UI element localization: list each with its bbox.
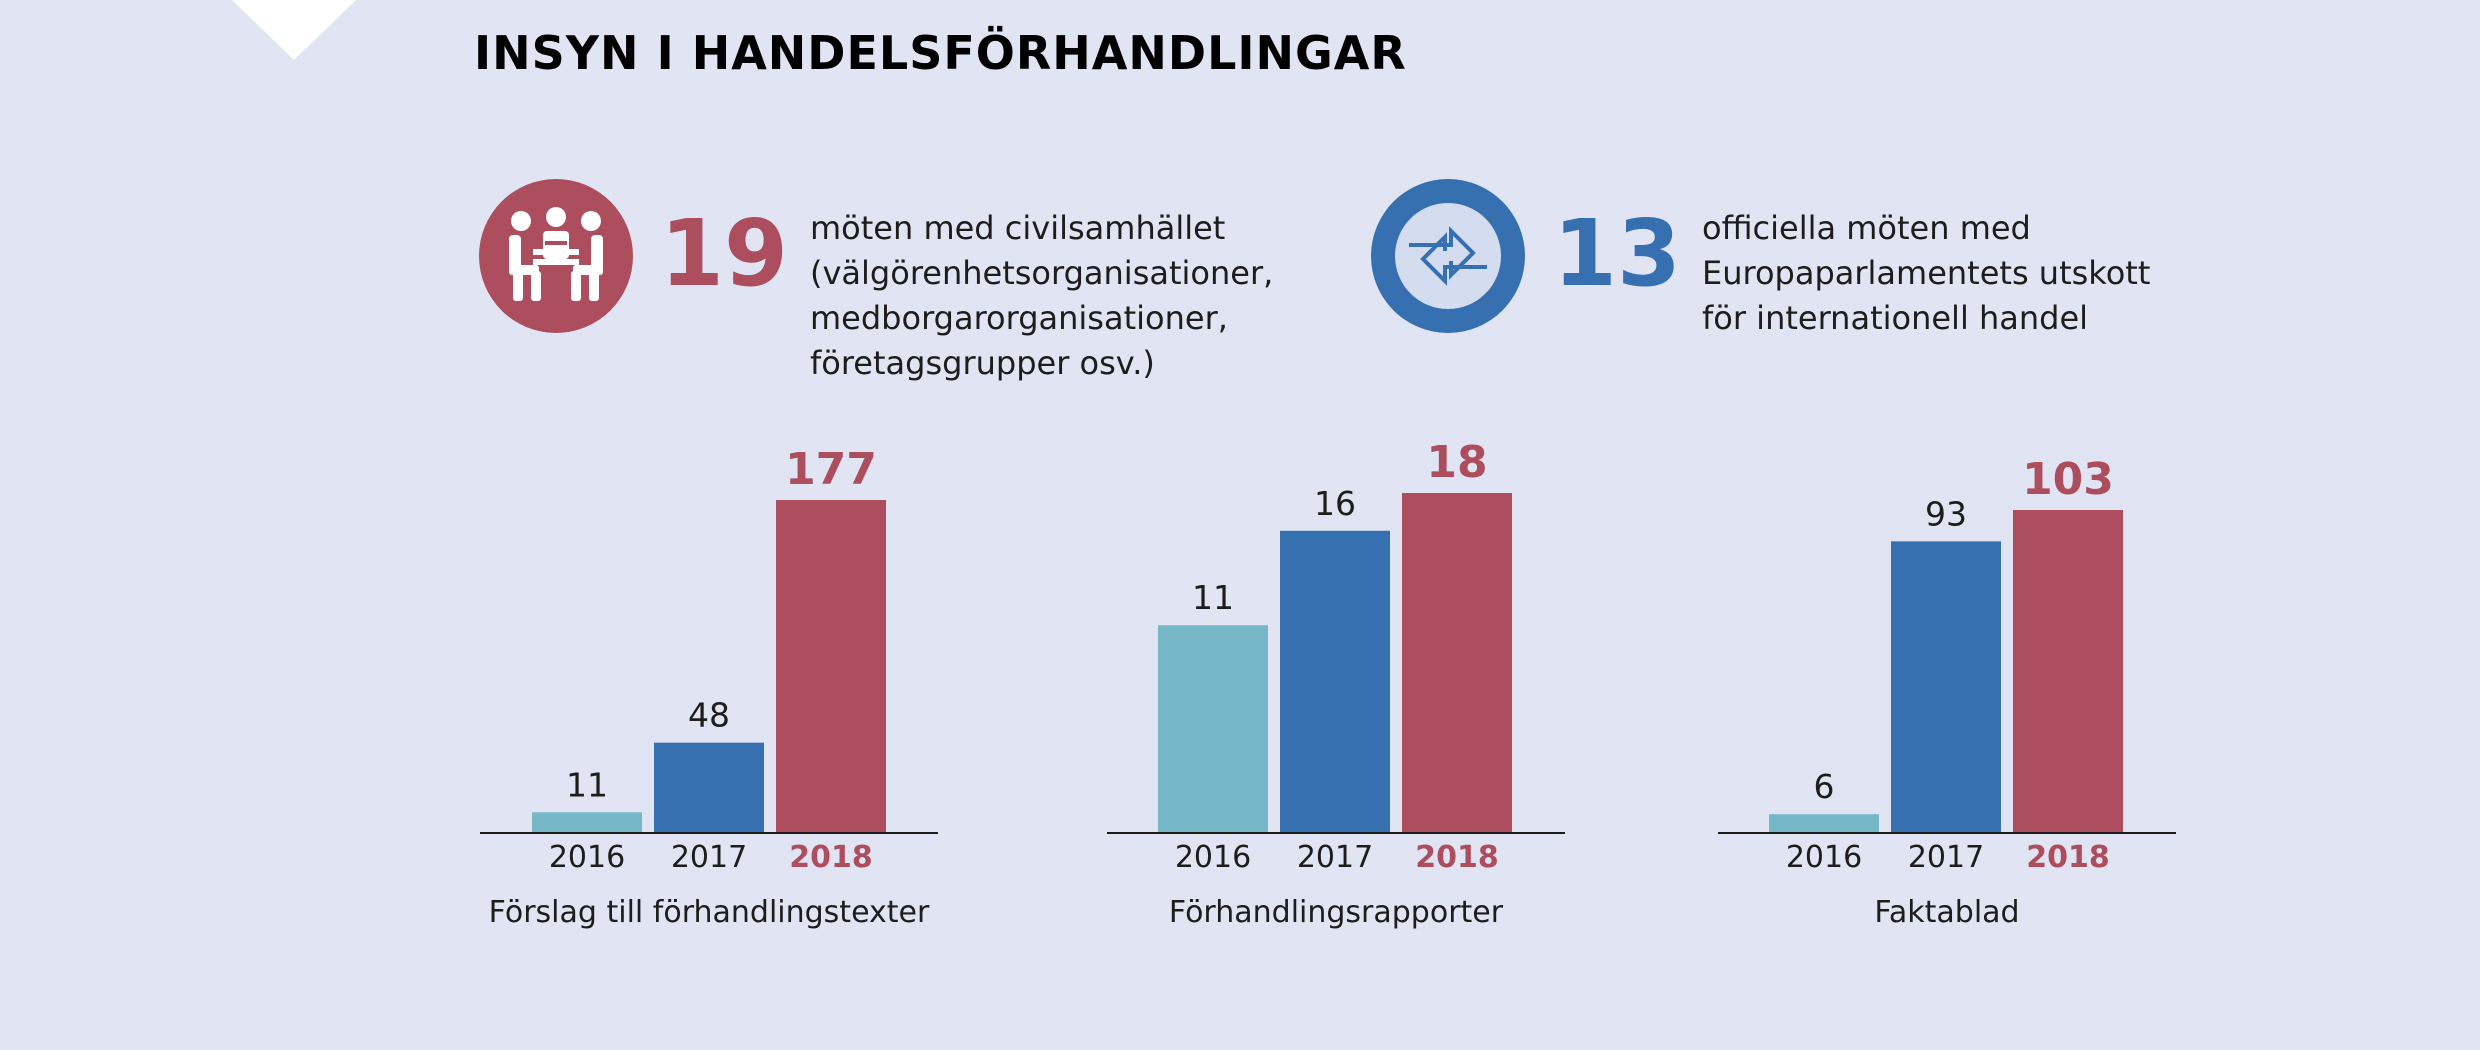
bar-2016 (1158, 625, 1268, 833)
data-label-2018: 103 (2022, 454, 2114, 505)
x-tick-label-2016: 2016 (1175, 840, 1251, 875)
x-tick-label-2018: 2018 (789, 840, 873, 875)
corner-notch (232, 0, 356, 60)
chart-panel-1: 11 2016 48 2017 177 2018 Förslag till förhandl… (480, 444, 938, 930)
data-label-2018: 177 (785, 444, 877, 495)
bar-2017 (1280, 530, 1390, 833)
bar-2018 (1402, 493, 1512, 833)
data-label-2016: 11 (566, 765, 608, 804)
data-label-2016: 11 (1192, 578, 1234, 617)
page-title: INSYN I HANDELSFÖRHANDLINGAR (474, 26, 1407, 80)
stat-number-civil-society: 19 (660, 200, 789, 307)
x-tick-label-2016: 2016 (1786, 840, 1862, 875)
x-tick-label-2016: 2016 (549, 840, 625, 875)
data-label-2017: 16 (1314, 484, 1356, 523)
x-tick-label-2018: 2018 (2026, 840, 2110, 875)
exchange-arrows-icon (1371, 179, 1525, 333)
data-label-2018: 18 (1426, 437, 1487, 488)
stat-number-parliament: 13 (1553, 200, 1682, 307)
chart-title: Förslag till förhandlingstexter (489, 895, 930, 930)
data-label-2016: 6 (1814, 767, 1835, 806)
bar-2018 (776, 500, 886, 833)
bar-2016 (532, 812, 642, 833)
chart-title: Förhandlingsrapporter (1169, 895, 1504, 930)
data-label-2017: 48 (688, 696, 730, 735)
stat-description-parliament: officiella möten med Europaparlamentets … (1702, 209, 2151, 337)
chart-title: Faktablad (1874, 895, 2019, 930)
chart-panel-2: 11 2016 16 2017 18 2018 Förhandlingsrapporter (1107, 437, 1565, 930)
x-tick-label-2018: 2018 (1415, 840, 1499, 875)
bar-2017 (654, 742, 764, 833)
x-tick-label-2017: 2017 (1908, 840, 1984, 875)
bar-2017 (1891, 541, 2001, 833)
meeting-people-icon (479, 179, 633, 333)
bar-2018 (2013, 510, 2123, 833)
x-tick-label-2017: 2017 (1297, 840, 1373, 875)
x-tick-label-2017: 2017 (671, 840, 747, 875)
stat-description-civil-society: möten med civilsamhället (välgörenhetsor… (810, 209, 1274, 382)
bar-2016 (1769, 814, 1879, 833)
data-label-2017: 93 (1925, 494, 1967, 533)
